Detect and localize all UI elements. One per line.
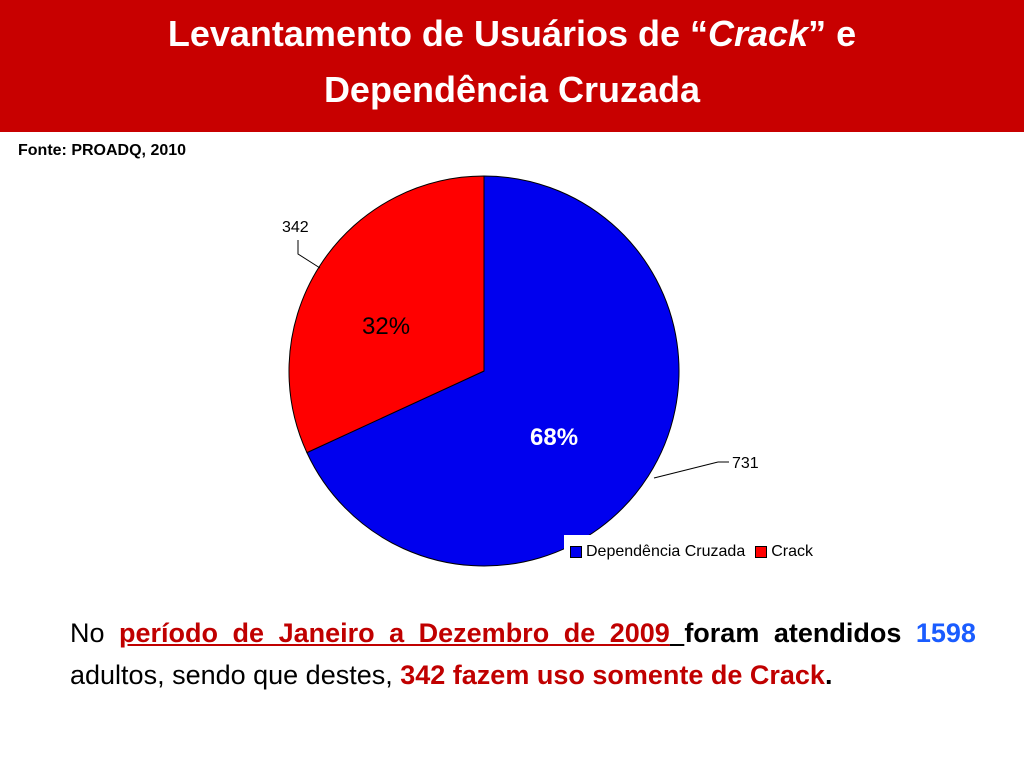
summary-paragraph: No período de Janeiro a Dezembro de 2009… [70,612,976,696]
source-label: Fonte: PROADQ, 2010 [18,142,187,159]
para-underline-space [670,618,685,648]
legend-label-crack: Crack [771,543,813,560]
para-period: período de Janeiro a Dezembro de 2009 [119,618,670,648]
value-label-342: 342 [282,219,309,236]
legend-label-dependencia: Dependência Cruzada [586,543,746,560]
legend-item-dependencia: Dependência Cruzada [570,543,745,561]
header-bar [0,0,1024,132]
chart-legend: Dependência Cruzada Crack [564,535,821,569]
legend-swatch-red [755,546,768,558]
title-line-2: Dependência Cruzada [323,69,701,110]
para-part-1: No [70,618,120,648]
legend-item-crack: Crack [755,543,813,561]
title-emphasis: Crack [708,13,809,54]
percent-label-crack: 32% [362,313,410,340]
para-period-end: . [824,660,833,690]
para-crack-only: 342 fazem uso somente de Crack [400,660,825,690]
pie-slices [288,175,680,567]
label-leader-342 [297,240,321,269]
legend-swatch-blue [570,546,582,558]
pie-slice-depend-ncia-cruzada [306,175,680,567]
label-leader-731 [653,461,719,479]
para-space [901,618,916,648]
title-line-1: Levantamento de Usuários de “Crack” e [0,6,1024,62]
pie-slice-crack [288,175,485,454]
title-part-a: Levantamento de Usuários de “ [167,13,709,54]
para-foram-atendidos: foram atendidos [684,618,902,648]
page-title: Levantamento de Usuários de “Crack” e De… [0,6,1024,118]
para-adultos: adultos, sendo que destes, [70,660,401,690]
title-part-b: ” e [808,13,857,54]
percent-label-dependencia: 68% [530,424,578,451]
value-label-731: 731 [732,455,759,472]
para-total: 1598 [915,618,976,648]
